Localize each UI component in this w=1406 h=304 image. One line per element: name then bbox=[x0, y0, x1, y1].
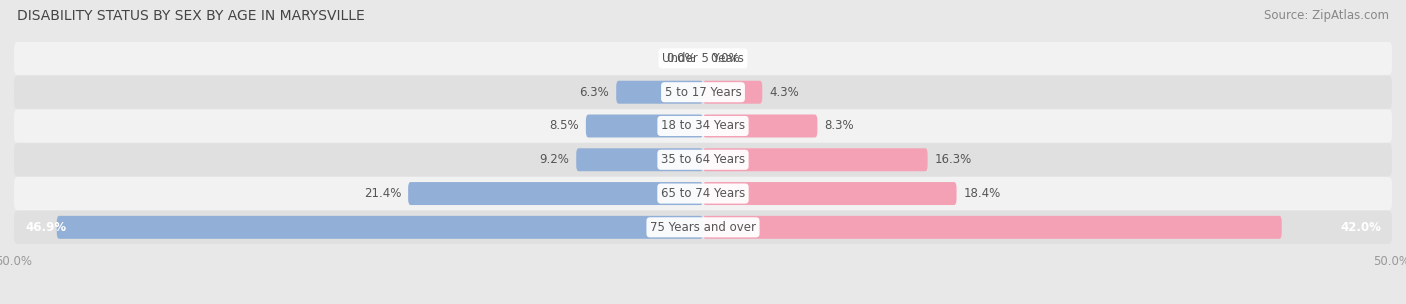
Text: Source: ZipAtlas.com: Source: ZipAtlas.com bbox=[1264, 9, 1389, 22]
Text: 21.4%: 21.4% bbox=[364, 187, 401, 200]
Text: 18 to 34 Years: 18 to 34 Years bbox=[661, 119, 745, 133]
Text: 6.3%: 6.3% bbox=[579, 86, 609, 99]
Text: 4.3%: 4.3% bbox=[769, 86, 799, 99]
FancyBboxPatch shape bbox=[14, 211, 1392, 244]
FancyBboxPatch shape bbox=[703, 148, 928, 171]
Text: 18.4%: 18.4% bbox=[963, 187, 1001, 200]
Text: 75 Years and over: 75 Years and over bbox=[650, 221, 756, 234]
FancyBboxPatch shape bbox=[14, 42, 1392, 75]
FancyBboxPatch shape bbox=[14, 109, 1392, 143]
Text: 8.5%: 8.5% bbox=[550, 119, 579, 133]
Text: 35 to 64 Years: 35 to 64 Years bbox=[661, 153, 745, 166]
FancyBboxPatch shape bbox=[703, 115, 817, 137]
FancyBboxPatch shape bbox=[408, 182, 703, 205]
Text: 46.9%: 46.9% bbox=[25, 221, 66, 234]
Text: 16.3%: 16.3% bbox=[935, 153, 972, 166]
FancyBboxPatch shape bbox=[576, 148, 703, 171]
FancyBboxPatch shape bbox=[14, 143, 1392, 176]
Text: 5 to 17 Years: 5 to 17 Years bbox=[665, 86, 741, 99]
Text: 0.0%: 0.0% bbox=[666, 52, 696, 65]
Text: 65 to 74 Years: 65 to 74 Years bbox=[661, 187, 745, 200]
Text: DISABILITY STATUS BY SEX BY AGE IN MARYSVILLE: DISABILITY STATUS BY SEX BY AGE IN MARYS… bbox=[17, 9, 364, 23]
FancyBboxPatch shape bbox=[14, 76, 1392, 109]
FancyBboxPatch shape bbox=[616, 81, 703, 104]
FancyBboxPatch shape bbox=[586, 115, 703, 137]
FancyBboxPatch shape bbox=[56, 216, 703, 239]
FancyBboxPatch shape bbox=[703, 81, 762, 104]
Text: 42.0%: 42.0% bbox=[1340, 221, 1381, 234]
Text: 9.2%: 9.2% bbox=[540, 153, 569, 166]
FancyBboxPatch shape bbox=[14, 177, 1392, 210]
Text: 0.0%: 0.0% bbox=[710, 52, 740, 65]
Text: 8.3%: 8.3% bbox=[824, 119, 853, 133]
FancyBboxPatch shape bbox=[703, 182, 956, 205]
FancyBboxPatch shape bbox=[703, 216, 1282, 239]
Text: Under 5 Years: Under 5 Years bbox=[662, 52, 744, 65]
